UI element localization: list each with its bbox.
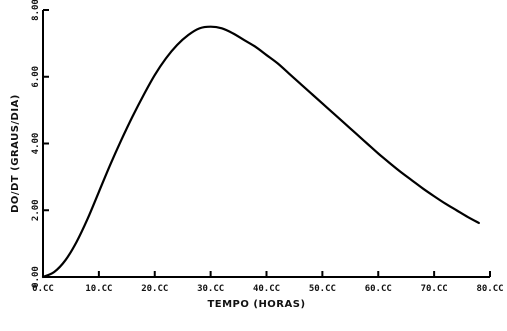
y-tick-label: 2.00 bbox=[31, 199, 41, 221]
y-tick-label: 0.00 bbox=[31, 266, 41, 288]
x-tick-label: 0.CC bbox=[32, 284, 54, 294]
x-tick-label: 50.CC bbox=[309, 284, 336, 294]
y-tick-label: 8.00 bbox=[31, 0, 41, 21]
y-axis-ticks: 0.00 2.00 4.00 6.00 8.00 bbox=[31, 0, 49, 288]
x-tick-label: 40.CC bbox=[253, 284, 280, 294]
y-axis-title: DO/DT (GRAUS/DIA) bbox=[10, 94, 21, 213]
x-axis-title: TEMPO (HORAS) bbox=[207, 299, 305, 310]
x-tick-label: 10.CC bbox=[85, 284, 112, 294]
x-tick-label: 80.CC bbox=[476, 284, 503, 294]
x-tick-label: 60.CC bbox=[365, 284, 392, 294]
x-tick-label: 30.CC bbox=[197, 284, 224, 294]
y-tick-label: 4.00 bbox=[31, 133, 41, 155]
x-axis-ticks: 0.CC 10.CC 20.CC 30.CC 40.CC 50.CC 60.CC 70.CC 8… bbox=[32, 271, 504, 294]
y-tick-label: 6.00 bbox=[31, 66, 41, 88]
x-tick-label: 20.CC bbox=[141, 284, 168, 294]
x-tick-label: 70.CC bbox=[421, 284, 448, 294]
series-line bbox=[41, 25, 480, 279]
